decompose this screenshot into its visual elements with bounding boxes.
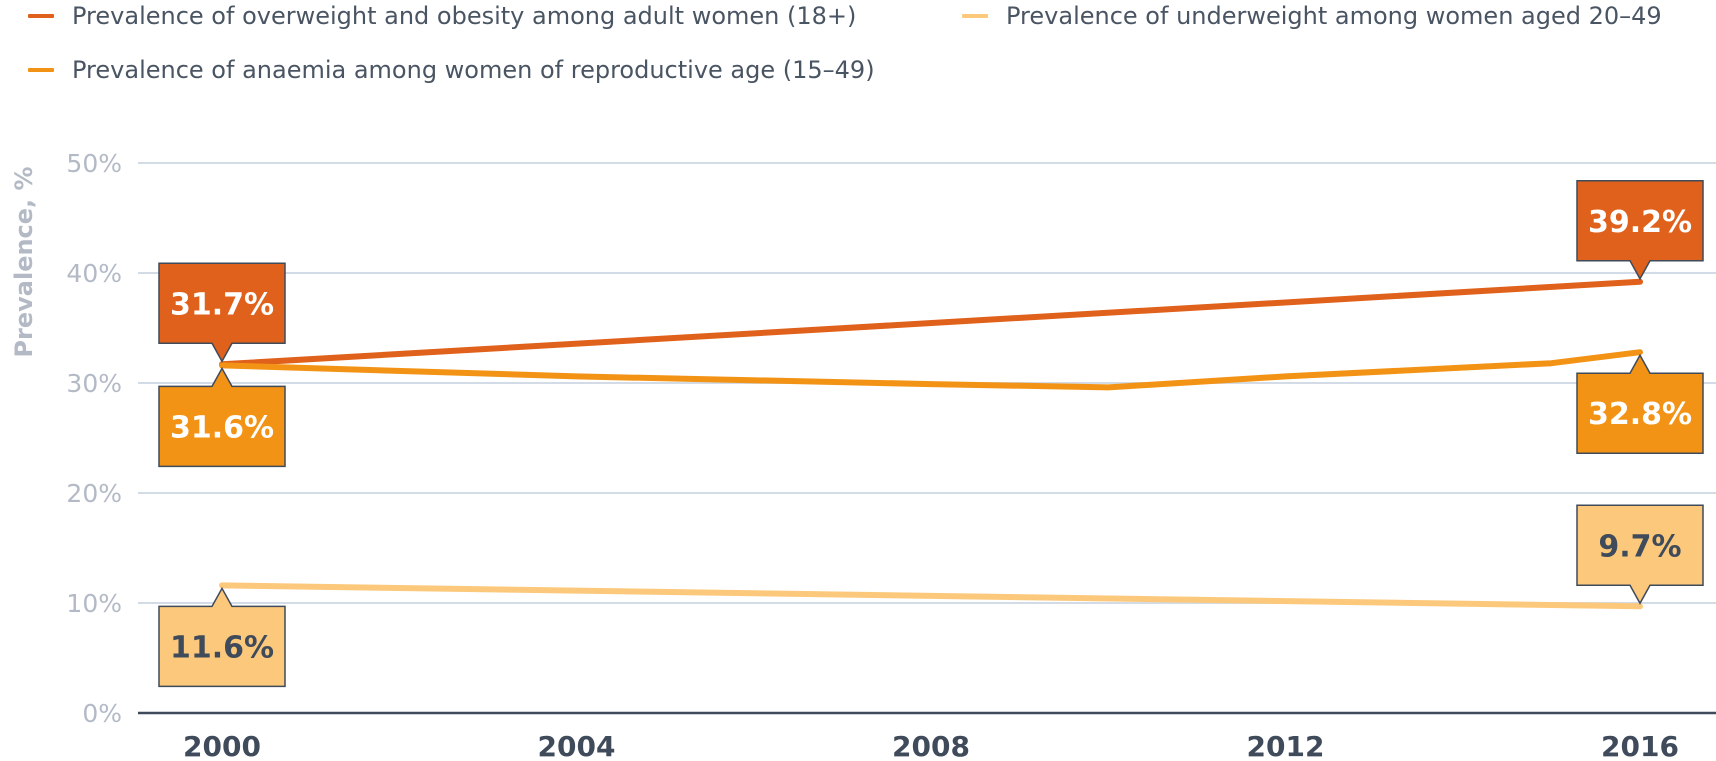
callout-box [1576, 353, 1704, 454]
legend-label-underweight: Prevalence of underweight among women ag… [1006, 2, 1662, 30]
x-tick-label: 2000 [183, 730, 261, 761]
x-tick-label: 2012 [1247, 730, 1325, 761]
y-tick-label: 0% [82, 699, 122, 728]
callout-box [1576, 504, 1704, 605]
y-axis-ticks: 0% 10% 20% 30% 40% 50% [66, 149, 122, 728]
x-tick-label: 2008 [892, 730, 970, 761]
legend-item-underweight: Prevalence of underweight among women ag… [962, 2, 1662, 30]
gridlines [138, 162, 1716, 715]
data-label: 9.7% [1598, 529, 1681, 564]
callout-start-series-2: 31.6% [158, 366, 286, 468]
series-line-2 [219, 349, 1643, 391]
data-label: 31.6% [170, 410, 274, 445]
legend-swatch-underweight [962, 14, 988, 18]
data-callouts: 31.7% 39.2% 11.6% 9.7% 31.6% 32.8% [158, 180, 1704, 688]
callout-start-series-0: 31.7% [158, 262, 286, 363]
legend-item-overweight: Prevalence of overweight and obesity amo… [28, 2, 856, 30]
y-tick-label: 10% [66, 589, 122, 618]
series-lines [219, 278, 1643, 610]
callout-end-series-0: 39.2% [1576, 180, 1704, 281]
callout-box [158, 366, 286, 468]
x-axis-ticks: 2000 2004 2008 2012 2016 [183, 730, 1679, 761]
y-tick-label: 50% [66, 149, 122, 178]
x-tick-label: 2004 [538, 730, 616, 761]
callout-box [158, 262, 286, 363]
legend-label-anaemia: Prevalence of anaemia among women of rep… [72, 56, 875, 84]
legend-swatch-anaemia [28, 68, 54, 72]
callout-box [1576, 180, 1704, 281]
legend-item-anaemia: Prevalence of anaemia among women of rep… [28, 56, 875, 84]
x-tick-label: 2016 [1601, 730, 1679, 761]
legend-label-overweight: Prevalence of overweight and obesity amo… [72, 2, 857, 30]
data-label: 11.6% [170, 630, 274, 665]
callout-end-series-1: 9.7% [1576, 504, 1704, 605]
callout-box [158, 586, 286, 688]
data-label: 31.7% [170, 287, 274, 322]
data-label: 39.2% [1588, 205, 1692, 240]
y-axis-label: Prevalence, % [10, 166, 38, 357]
legend-swatch-overweight [28, 14, 54, 18]
data-label: 32.8% [1588, 397, 1692, 432]
y-tick-label: 30% [66, 369, 122, 398]
series-line-0 [219, 278, 1643, 368]
y-tick-label: 20% [66, 479, 122, 508]
callout-start-series-1: 11.6% [158, 586, 286, 688]
callout-end-series-2: 32.8% [1576, 353, 1704, 454]
y-tick-label: 40% [66, 259, 122, 288]
series-line-1 [219, 582, 1643, 610]
chart-legend: Prevalence of overweight and obesity amo… [14, 0, 1714, 100]
